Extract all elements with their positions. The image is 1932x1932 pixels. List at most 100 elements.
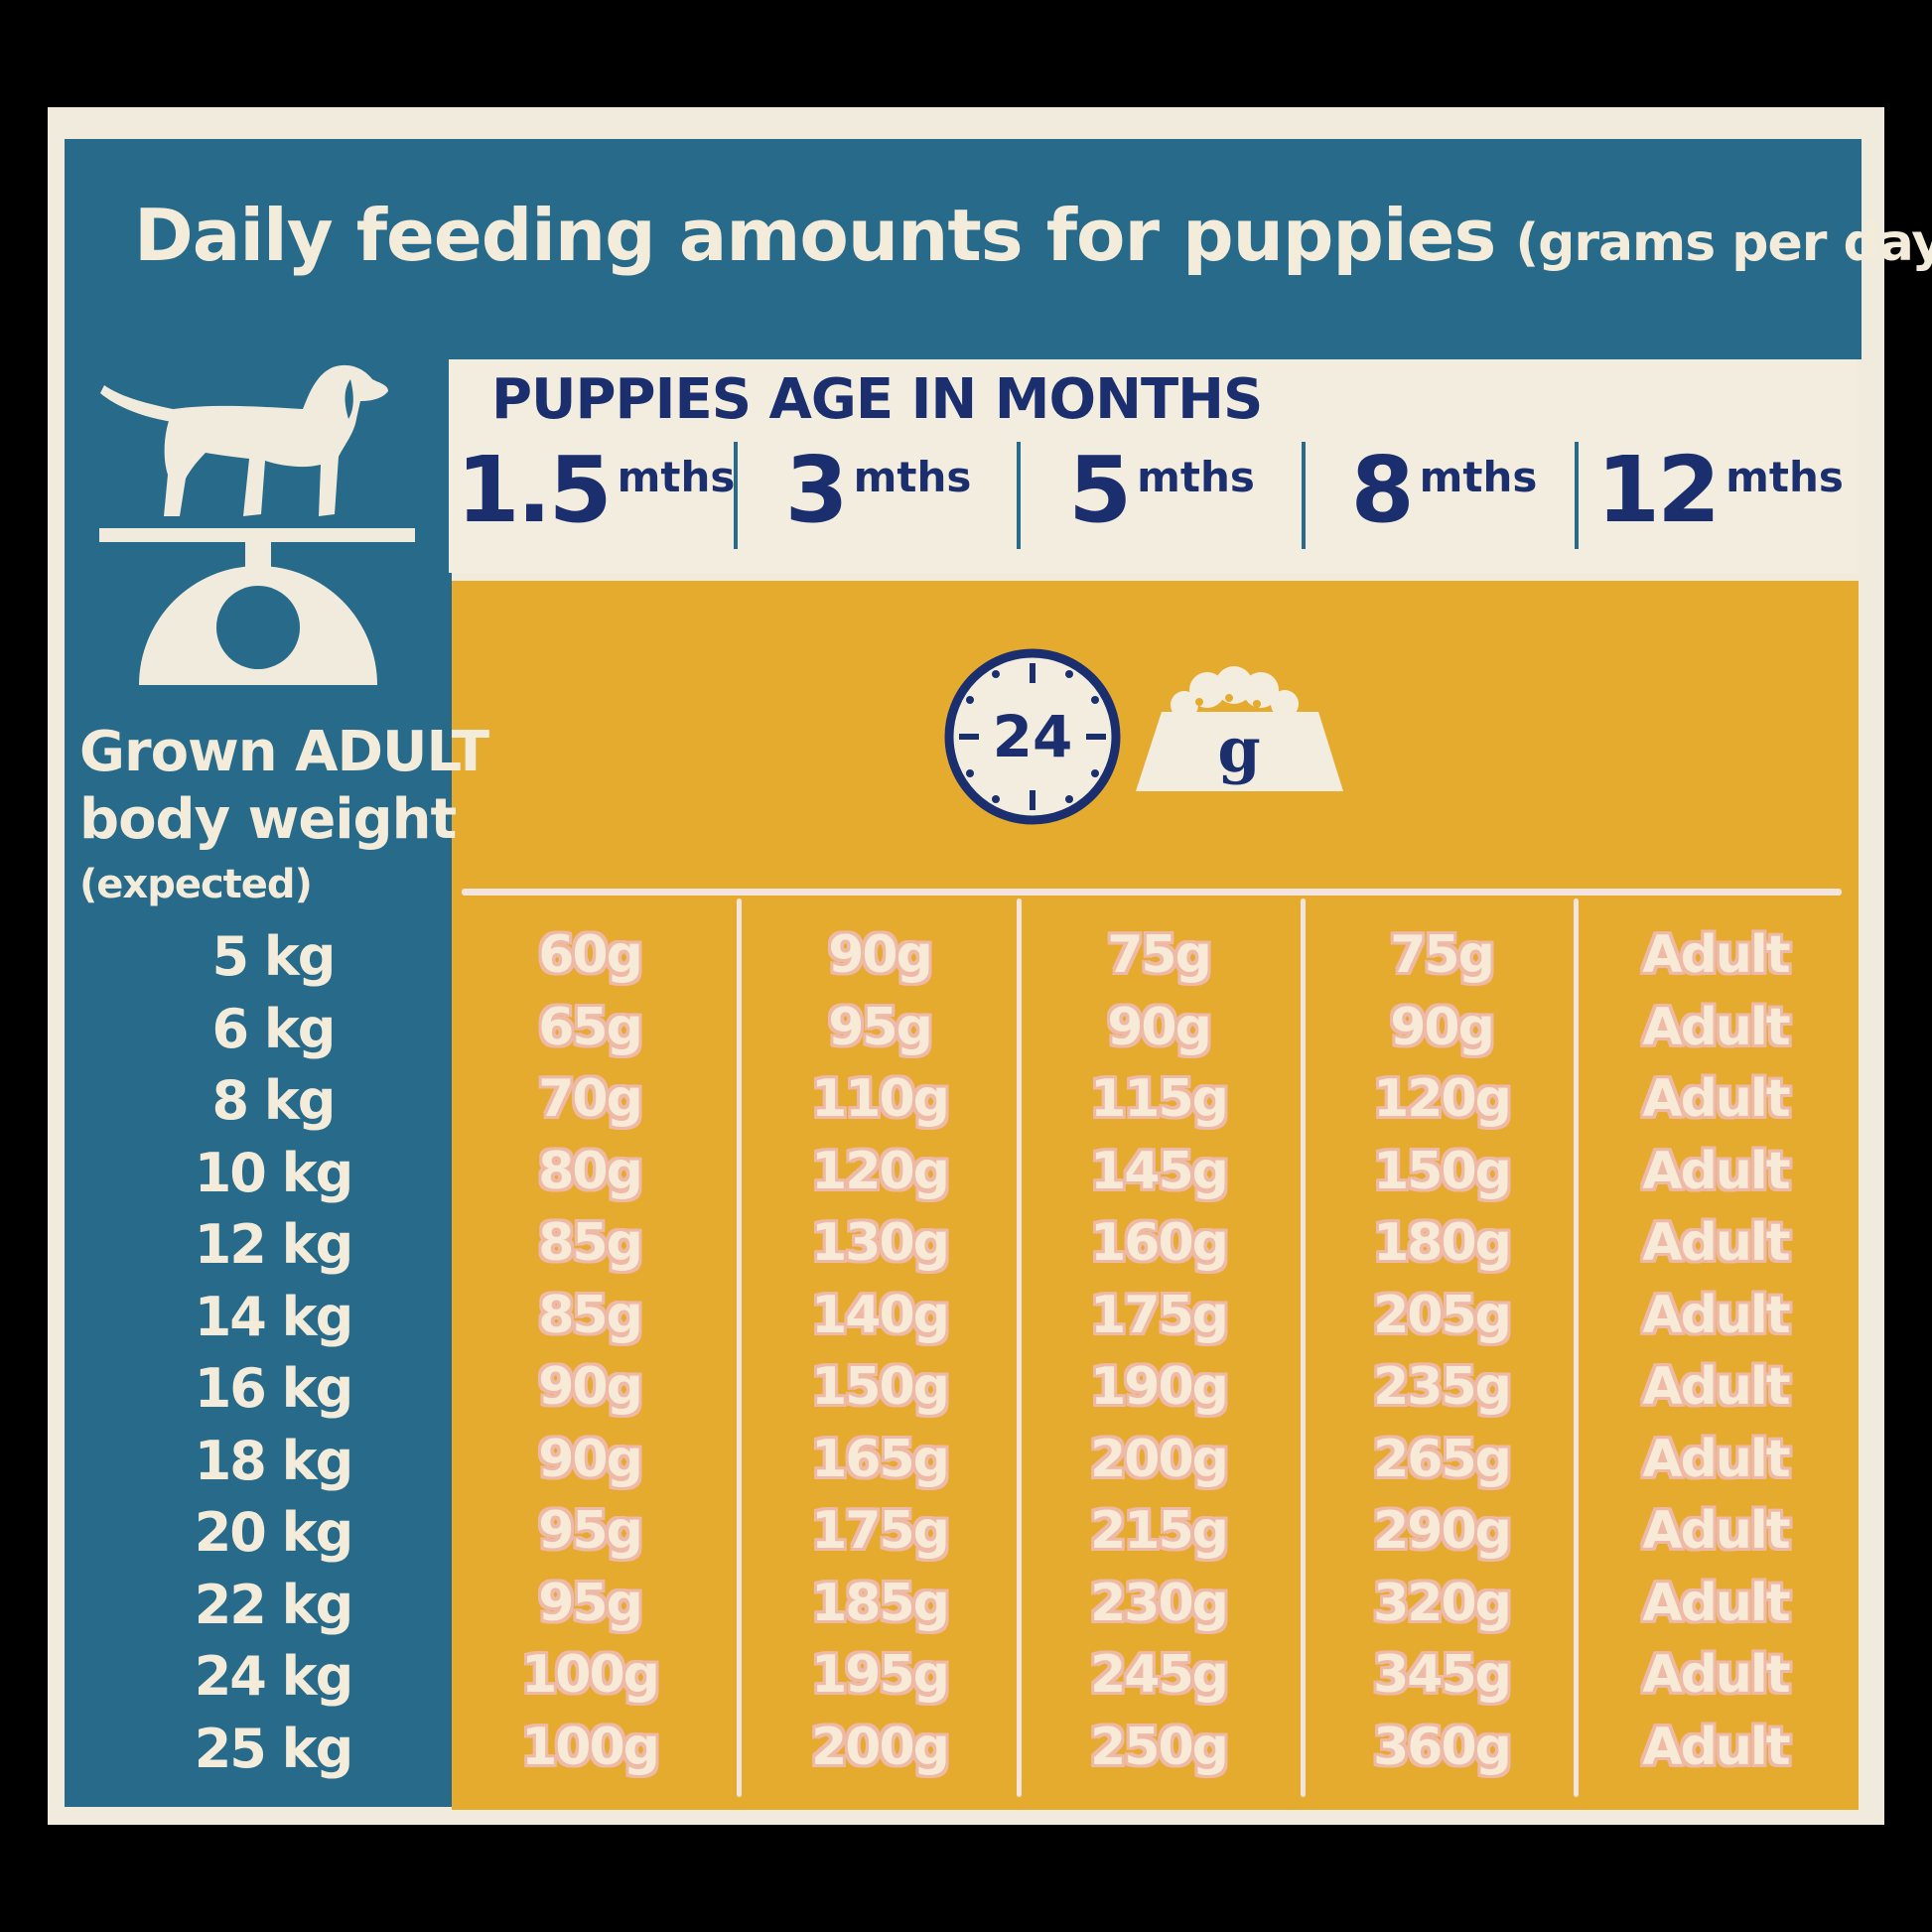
feeding-amount-cell: 345g [1373, 1645, 1512, 1705]
column-rule [737, 898, 742, 1797]
clock-text: 24 [993, 703, 1073, 770]
title-banner [65, 139, 1862, 359]
column-divider [1575, 442, 1579, 549]
weight-row-label: 22 kg [194, 1573, 354, 1636]
feeding-amount-cell: 150g [811, 1357, 950, 1417]
feeding-amount-cell: 165g [811, 1429, 950, 1489]
feeding-amount-cell: 290g [1373, 1501, 1512, 1561]
feeding-amount-cell: 115g [1090, 1069, 1229, 1129]
feeding-amount-cell: Adult [1642, 1357, 1790, 1417]
feeding-amount-cell: Adult [1642, 1501, 1790, 1561]
feeding-amount-cell: 130g [811, 1213, 950, 1273]
age-number: 8 [1350, 437, 1415, 543]
weight-row-label: 8 kg [211, 1069, 337, 1132]
feeding-amount-cell: 360g [1373, 1717, 1512, 1777]
age-column-5: 12 mths [1588, 437, 1852, 543]
feeding-amount-cell: Adult [1642, 1141, 1790, 1201]
feeding-amount-cell: 60g [538, 925, 643, 985]
feeding-amount-cell: 175g [811, 1501, 950, 1561]
feeding-amount-cell: 175g [1090, 1285, 1229, 1345]
clock-icon: 24 [941, 645, 1124, 828]
weight-row-label: 14 kg [194, 1285, 354, 1348]
feeding-amount-cell: 200g [811, 1717, 950, 1777]
feeding-amount-cell: 190g [1090, 1357, 1229, 1417]
feeding-amount-cell: Adult [1642, 1717, 1790, 1777]
feeding-amount-cell: Adult [1642, 925, 1790, 985]
feeding-amount-cell: 250g [1090, 1717, 1229, 1777]
feeding-amount-cell: 65g [538, 997, 643, 1057]
age-unit: mths [1137, 453, 1255, 501]
column-rule [1017, 898, 1022, 1797]
weight-row-label: 12 kg [194, 1213, 354, 1276]
weight-row-label: 5 kg [211, 925, 337, 988]
feeding-amount-cell: 320g [1373, 1573, 1512, 1633]
dog-on-scale-icon [94, 357, 422, 695]
weight-row-label: 6 kg [211, 997, 337, 1060]
feeding-amount-cell: 75g [1107, 925, 1212, 985]
weight-row-label: 10 kg [194, 1141, 354, 1204]
feeding-amount-cell: 90g [1390, 997, 1495, 1057]
feeding-amount-cell: 90g [1107, 997, 1212, 1057]
age-number: 12 [1596, 437, 1721, 543]
feeding-amount-cell: 80g [538, 1141, 643, 1201]
age-unit: mths [1725, 453, 1844, 501]
age-unit: mths [1419, 453, 1538, 501]
column-rule [1301, 898, 1306, 1797]
feeding-amount-cell: 200g [1090, 1429, 1229, 1489]
age-column-1: 1.5 mths [457, 437, 736, 543]
column-rule [1574, 898, 1579, 1797]
feeding-amount-cell: 180g [1373, 1213, 1512, 1273]
feeding-amount-cell: 90g [828, 925, 933, 985]
feeding-amount-cell: Adult [1642, 997, 1790, 1057]
weight-row-label: 20 kg [194, 1501, 354, 1564]
feeding-amount-cell: 85g [538, 1213, 643, 1273]
age-column-2: 3 mths [747, 437, 1010, 543]
column-divider [734, 442, 738, 549]
feeding-amount-cell: 90g [538, 1429, 643, 1489]
feeding-amount-cell: 120g [811, 1141, 950, 1201]
feeding-amount-cell: 95g [538, 1573, 643, 1633]
feeding-amount-cell: 120g [1373, 1069, 1512, 1129]
weight-label-line2: body weight [79, 787, 457, 852]
age-unit: mths [617, 453, 736, 501]
feeding-amount-cell: 215g [1090, 1501, 1229, 1561]
feeding-amount-cell: Adult [1642, 1573, 1790, 1633]
title-sub: (grams per day): [1515, 213, 1932, 273]
feeding-amount-cell: 110g [811, 1069, 950, 1129]
title-main: Daily feeding amounts for puppies [134, 194, 1496, 277]
feeding-amount-cell: 150g [1373, 1141, 1512, 1201]
feeding-amount-cell: Adult [1642, 1069, 1790, 1129]
feeding-amount-cell: Adult [1642, 1213, 1790, 1273]
feeding-amount-cell: 70g [538, 1069, 643, 1129]
feeding-amount-cell: 85g [538, 1285, 643, 1345]
bowl-text: g [1217, 714, 1260, 786]
feeding-amount-cell: 185g [811, 1573, 950, 1633]
table-header-rule [462, 889, 1842, 896]
feeding-amount-cell: 100g [521, 1645, 660, 1705]
column-divider [1017, 442, 1021, 549]
feeding-amount-cell: Adult [1642, 1429, 1790, 1489]
feeding-amount-cell: 160g [1090, 1213, 1229, 1273]
age-column-3: 5 mths [1028, 437, 1296, 543]
feeding-amount-cell: 195g [811, 1645, 950, 1705]
feeding-amount-cell: Adult [1642, 1645, 1790, 1705]
feeding-amount-cell: 230g [1090, 1573, 1229, 1633]
weight-row-label: 16 kg [194, 1357, 354, 1420]
feeding-amount-cell: 265g [1373, 1429, 1512, 1489]
weight-row-label: 18 kg [194, 1429, 354, 1492]
feeding-amount-cell: Adult [1642, 1285, 1790, 1345]
age-unit: mths [853, 453, 972, 501]
age-heading: PUPPIES AGE IN MONTHS [491, 367, 1263, 432]
page-title: Daily feeding amounts for puppies (grams… [134, 194, 1932, 293]
food-bowl-icon: g [1130, 660, 1348, 799]
feeding-amount-cell: 205g [1373, 1285, 1512, 1345]
weight-label-line1: Grown ADULT [79, 720, 489, 784]
age-column-4: 8 mths [1312, 437, 1576, 543]
feeding-amount-cell: 235g [1373, 1357, 1512, 1417]
feeding-amount-cell: 140g [811, 1285, 950, 1345]
age-number: 3 [784, 437, 849, 543]
feeding-amount-cell: 145g [1090, 1141, 1229, 1201]
column-divider [1302, 442, 1306, 549]
feeding-amount-cell: 95g [538, 1501, 643, 1561]
age-header [449, 359, 1857, 573]
